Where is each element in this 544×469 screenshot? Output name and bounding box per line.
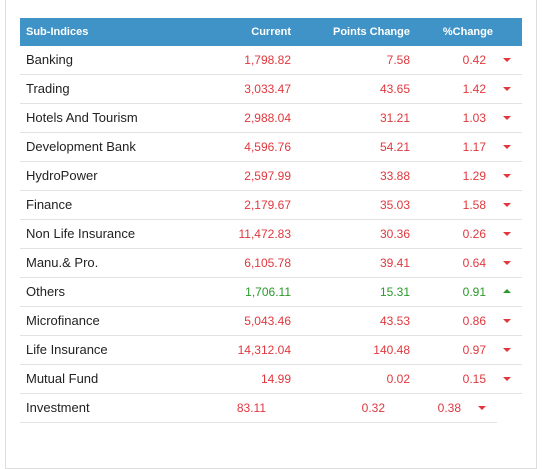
column-header: %Change xyxy=(442,26,493,38)
cell-value: 43.53 xyxy=(379,314,410,328)
index-name: HydroPower xyxy=(26,168,98,183)
cell-value: 0.91 xyxy=(462,285,486,299)
cell-value: 2,179.67 xyxy=(244,198,291,212)
cell-value: 15.31 xyxy=(379,285,410,299)
cell-value: 54.21 xyxy=(379,140,410,154)
cell-value: 0.42 xyxy=(462,53,486,67)
change-arrow xyxy=(503,319,511,323)
table-row: Investment 83.11 0.32 0.38 xyxy=(20,394,497,423)
cell-value: 39.41 xyxy=(379,256,410,270)
header-row: Sub-Indices Current Points Change %Chang… xyxy=(20,18,522,46)
table-row: Non Life Insurance 11,472.83 30.36 0.26 xyxy=(20,220,522,249)
cell-value: 1.58 xyxy=(462,198,486,212)
change-arrow xyxy=(503,87,511,91)
cell-value: 0.86 xyxy=(462,314,486,328)
table-row: Finance 2,179.67 35.03 1.58 xyxy=(20,191,522,220)
table-row: Banking 1,798.82 7.58 0.42 xyxy=(20,46,522,75)
sub-indices-table: Sub-Indices Current Points Change %Chang… xyxy=(20,18,522,423)
cell-value: 1.17 xyxy=(462,140,486,154)
cell-value: 6,105.78 xyxy=(244,256,291,270)
change-arrow xyxy=(503,174,511,178)
index-name: Manu.& Pro. xyxy=(26,255,99,270)
cell-value: 0.02 xyxy=(386,372,410,386)
cell-value: 43.65 xyxy=(379,82,410,96)
cell-value: 33.88 xyxy=(379,169,410,183)
change-arrow xyxy=(478,406,486,410)
cell-value: 30.36 xyxy=(379,227,410,241)
cell-value: 0.97 xyxy=(462,343,486,357)
table-row: Trading 3,033.47 43.65 1.42 xyxy=(20,75,522,104)
cell-value: 1,798.82 xyxy=(244,53,291,67)
table-row: Development Bank 4,596.76 54.21 1.17 xyxy=(20,133,522,162)
cell-value: 0.38 xyxy=(437,401,461,415)
index-name: Mutual Fund xyxy=(26,371,99,386)
cell-value: 0.32 xyxy=(361,401,385,415)
cell-value: 7.58 xyxy=(386,53,410,67)
column-header: Current xyxy=(251,26,291,38)
change-arrow xyxy=(503,116,511,120)
cell-value: 14,312.04 xyxy=(237,343,291,357)
cell-value: 4,596.76 xyxy=(244,140,291,154)
cell-value: 0.15 xyxy=(462,372,486,386)
page: Sub-Indices Current Points Change %Chang… xyxy=(5,0,537,469)
cell-value: 1.29 xyxy=(462,169,486,183)
change-arrow xyxy=(503,232,511,236)
column-header: Points Change xyxy=(332,26,410,38)
index-name: Others xyxy=(26,284,66,299)
cell-value: 35.03 xyxy=(379,198,410,212)
cell-value: 1.42 xyxy=(462,82,486,96)
index-name: Life Insurance xyxy=(26,342,108,357)
cell-value: 140.48 xyxy=(373,343,410,357)
cell-value: 1.03 xyxy=(462,111,486,125)
cell-value: 5,043.46 xyxy=(244,314,291,328)
index-name: Development Bank xyxy=(26,139,136,154)
change-arrow xyxy=(503,348,511,352)
cell-value: 31.21 xyxy=(379,111,410,125)
table-row: Life Insurance 14,312.04 140.48 0.97 xyxy=(20,336,522,365)
cell-value: 83.11 xyxy=(236,401,266,415)
change-arrow xyxy=(503,377,511,381)
cell-value: 2,597.99 xyxy=(244,169,291,183)
cell-value: 1,706.11 xyxy=(245,285,291,299)
table-row: Microfinance 5,043.46 43.53 0.86 xyxy=(20,307,522,336)
index-name: Hotels And Tourism xyxy=(26,110,138,125)
cell-value: 14.99 xyxy=(260,372,291,386)
table-body: Banking 1,798.82 7.58 0.42 Trading 3,033.47 43… xyxy=(20,46,522,423)
table-row: Manu.& Pro. 6,105.78 39.41 0.64 xyxy=(20,249,522,278)
change-arrow xyxy=(503,203,511,207)
change-arrow xyxy=(503,261,511,265)
index-name: Non Life Insurance xyxy=(26,226,136,241)
cell-value: 3,033.47 xyxy=(244,82,291,96)
index-name: Finance xyxy=(26,197,73,212)
index-name: Banking xyxy=(26,52,73,67)
cell-value: 0.26 xyxy=(462,227,486,241)
table-row: Hotels And Tourism 2,988.04 31.21 1.03 xyxy=(20,104,522,133)
index-name: Investment xyxy=(26,400,90,415)
index-name: Trading xyxy=(26,81,70,96)
change-arrow xyxy=(503,58,511,62)
table-row: Mutual Fund 14.99 0.02 0.15 xyxy=(20,365,522,394)
cell-value: 11,472.83 xyxy=(238,227,292,241)
change-arrow xyxy=(503,145,511,149)
cell-value: 0.64 xyxy=(462,256,486,270)
change-arrow xyxy=(503,289,511,293)
column-header: Sub-Indices xyxy=(26,26,89,38)
cell-value: 2,988.04 xyxy=(244,111,291,125)
index-name: Microfinance xyxy=(26,313,100,328)
table-row: Others 1,706.11 15.31 0.91 xyxy=(20,278,522,307)
table-row: HydroPower 2,597.99 33.88 1.29 xyxy=(20,162,522,191)
